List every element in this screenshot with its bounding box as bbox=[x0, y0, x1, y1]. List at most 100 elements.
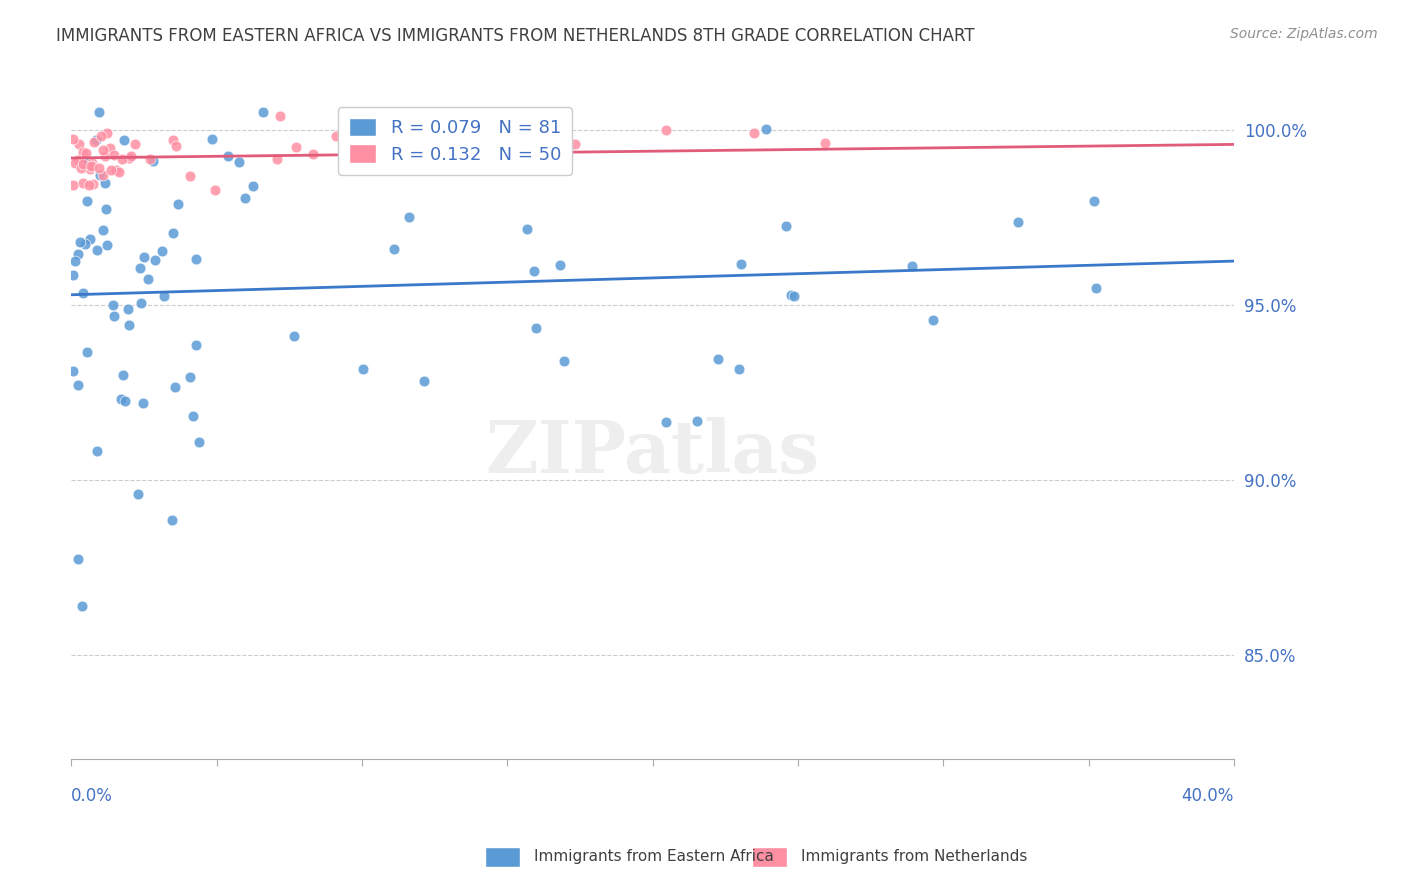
Point bbox=[89, 168, 111, 182]
Point bbox=[775, 219, 797, 233]
Point bbox=[188, 435, 211, 450]
Point bbox=[233, 190, 256, 204]
Point bbox=[103, 310, 125, 324]
Point bbox=[269, 109, 291, 123]
Point bbox=[67, 137, 90, 152]
Point bbox=[117, 301, 139, 316]
Point bbox=[129, 260, 152, 275]
Point bbox=[201, 131, 224, 145]
Point bbox=[399, 154, 422, 169]
Point bbox=[75, 146, 97, 161]
Point bbox=[165, 380, 187, 394]
Point bbox=[89, 105, 111, 120]
Point bbox=[134, 250, 156, 264]
Text: 40.0%: 40.0% bbox=[1181, 788, 1234, 805]
Point bbox=[96, 237, 118, 252]
Point bbox=[65, 156, 87, 170]
Point bbox=[96, 202, 118, 216]
Point bbox=[179, 169, 201, 183]
Point bbox=[523, 264, 546, 278]
Point bbox=[72, 157, 94, 171]
Point bbox=[301, 146, 323, 161]
Point bbox=[86, 133, 108, 147]
Point bbox=[86, 244, 108, 258]
Point bbox=[72, 145, 94, 160]
Point bbox=[98, 140, 121, 154]
Point bbox=[127, 487, 149, 501]
Point bbox=[100, 162, 122, 177]
Point bbox=[153, 288, 176, 302]
Legend: R = 0.079   N = 81, R = 0.132   N = 50: R = 0.079 N = 81, R = 0.132 N = 50 bbox=[337, 107, 572, 175]
Point bbox=[325, 129, 347, 144]
Point bbox=[132, 396, 155, 410]
Point bbox=[901, 259, 924, 273]
Point bbox=[80, 159, 103, 173]
Point bbox=[283, 329, 305, 343]
Point bbox=[90, 129, 112, 144]
Point bbox=[686, 414, 709, 428]
Point bbox=[112, 133, 135, 147]
Point bbox=[72, 176, 94, 190]
Point bbox=[114, 393, 136, 408]
Point bbox=[162, 133, 184, 147]
Point bbox=[754, 122, 776, 136]
Point bbox=[252, 105, 274, 120]
Point bbox=[377, 145, 399, 159]
Point bbox=[110, 392, 132, 406]
Point bbox=[91, 222, 114, 236]
Point bbox=[1084, 281, 1107, 295]
Point bbox=[779, 288, 801, 302]
Point bbox=[73, 154, 96, 169]
Point bbox=[76, 345, 98, 359]
Point bbox=[72, 286, 94, 301]
Point bbox=[548, 258, 571, 272]
Point bbox=[62, 178, 84, 192]
Text: ZIPatlas: ZIPatlas bbox=[485, 417, 820, 488]
Point bbox=[82, 155, 104, 169]
Point bbox=[72, 599, 94, 613]
Point bbox=[111, 152, 134, 166]
Point bbox=[184, 252, 207, 266]
Point bbox=[654, 122, 676, 136]
Point bbox=[62, 268, 84, 282]
Point bbox=[266, 152, 288, 166]
Point bbox=[107, 165, 129, 179]
Point bbox=[284, 140, 307, 154]
Point bbox=[150, 244, 173, 259]
Point bbox=[79, 161, 101, 176]
Point bbox=[524, 321, 547, 335]
Point bbox=[1083, 194, 1105, 209]
Point bbox=[129, 295, 152, 310]
Point bbox=[742, 127, 765, 141]
Point bbox=[217, 149, 239, 163]
Point bbox=[142, 154, 165, 169]
Point bbox=[167, 197, 190, 211]
Point bbox=[564, 137, 586, 152]
Point bbox=[120, 149, 142, 163]
Point bbox=[160, 514, 183, 528]
Point bbox=[342, 154, 364, 169]
Point bbox=[124, 136, 146, 151]
Point bbox=[181, 409, 204, 423]
Point bbox=[87, 161, 110, 175]
Point bbox=[67, 378, 90, 392]
Point bbox=[398, 210, 420, 224]
Point bbox=[413, 374, 436, 388]
Point bbox=[91, 168, 114, 182]
Point bbox=[730, 257, 752, 271]
Point bbox=[73, 237, 96, 252]
Point bbox=[655, 416, 678, 430]
Point bbox=[814, 136, 837, 150]
Point bbox=[727, 362, 749, 376]
Point bbox=[83, 135, 105, 149]
Point bbox=[228, 154, 250, 169]
Point bbox=[516, 222, 538, 236]
Point bbox=[707, 352, 730, 367]
Text: Immigrants from Netherlands: Immigrants from Netherlands bbox=[801, 849, 1028, 863]
Point bbox=[103, 147, 125, 161]
Text: Source: ZipAtlas.com: Source: ZipAtlas.com bbox=[1230, 27, 1378, 41]
Point bbox=[69, 161, 91, 176]
Point bbox=[165, 139, 187, 153]
Point bbox=[63, 254, 86, 268]
Point bbox=[352, 362, 374, 376]
